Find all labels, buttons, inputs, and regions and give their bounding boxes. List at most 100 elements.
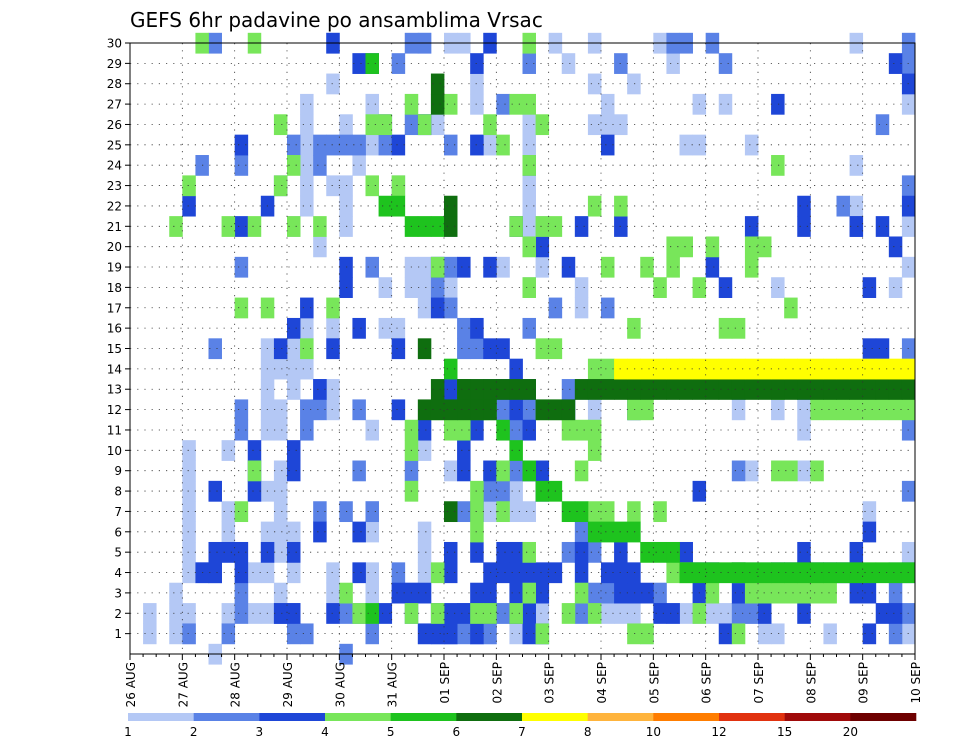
- y-tick-label: 5: [114, 546, 122, 560]
- heatmap-cell: [627, 317, 641, 339]
- heatmap-cell: [417, 521, 432, 543]
- heatmap-cell: [273, 603, 288, 624]
- heatmap-cell: [391, 195, 406, 217]
- heatmap-cell: [522, 155, 536, 176]
- heatmap-cell: [509, 93, 523, 115]
- heatmap-cell: [744, 460, 759, 482]
- heatmap-cell: [509, 460, 523, 482]
- legend-swatch: [325, 713, 391, 721]
- heatmap-cell: [627, 623, 641, 645]
- heatmap-cell: [430, 297, 445, 319]
- x-tick-label: 01 SEP: [438, 662, 452, 704]
- heatmap-cell: [862, 338, 877, 360]
- heatmap-cell: [457, 338, 471, 360]
- heatmap-cell: [718, 277, 733, 298]
- legend-swatch: [128, 713, 194, 721]
- y-tick-label: 20: [107, 240, 122, 254]
- heatmap-cell: [470, 134, 484, 156]
- heatmap-cell: [509, 603, 523, 624]
- heatmap-cell: [143, 623, 157, 645]
- heatmap-cell: [849, 358, 864, 380]
- heatmap-cell: [444, 379, 458, 400]
- heatmap-cell: [483, 480, 497, 502]
- legend-label: 4: [321, 725, 329, 739]
- x-tick-label: 10 SEP: [909, 662, 923, 704]
- heatmap-cell: [444, 134, 458, 156]
- heatmap-cell: [287, 521, 301, 543]
- heatmap-cell: [731, 603, 746, 624]
- y-tick-label: 3: [114, 586, 122, 600]
- heatmap-cell: [522, 399, 536, 421]
- heatmap-cell: [731, 582, 746, 604]
- heatmap-cell: [430, 399, 445, 421]
- heatmap-cell: [234, 582, 249, 604]
- heatmap-cell: [875, 338, 890, 360]
- heatmap-cell: [509, 419, 523, 441]
- y-tick-label: 10: [107, 444, 122, 458]
- heatmap-cell: [470, 419, 484, 441]
- heatmap-cell: [614, 603, 628, 624]
- heatmap-cell: [653, 582, 667, 604]
- heatmap-cell: [888, 603, 903, 624]
- heatmap-cell: [823, 562, 837, 584]
- heatmap-cell: [365, 93, 379, 115]
- heatmap-cell: [888, 623, 903, 645]
- heatmap-cell: [849, 541, 864, 563]
- heatmap-cell: [535, 460, 550, 482]
- heatmap-cell: [561, 399, 576, 421]
- heatmap-cell: [810, 582, 824, 604]
- heatmap-cell: [522, 562, 536, 584]
- heatmap-cell: [601, 134, 615, 156]
- legend-label: 10: [646, 725, 661, 739]
- heatmap-cell: [601, 114, 615, 136]
- heatmap-cell: [430, 216, 445, 237]
- heatmap-cell: [470, 379, 484, 400]
- heatmap-cell: [627, 603, 641, 624]
- y-tick-label: 11: [107, 423, 122, 437]
- y-tick-label: 30: [107, 37, 122, 51]
- heatmap-cell: [574, 379, 589, 400]
- heatmap-cell: [823, 582, 837, 604]
- heatmap-cell: [574, 297, 589, 319]
- heatmap-cell: [771, 93, 785, 115]
- heatmap-cell: [496, 256, 510, 278]
- heatmap-cell: [470, 480, 484, 502]
- heatmap-cell: [614, 53, 628, 74]
- heatmap-cell: [430, 114, 445, 136]
- heatmap-cell: [352, 562, 366, 584]
- heatmap-cell: [744, 236, 759, 258]
- heatmap-cell: [417, 256, 432, 278]
- heatmap-cell: [247, 440, 262, 461]
- heatmap-cell: [483, 562, 497, 584]
- heatmap-cell: [326, 134, 340, 156]
- heatmap-cell: [300, 155, 314, 176]
- heatmap-cell: [888, 379, 903, 400]
- heatmap-cell: [234, 297, 249, 319]
- y-tick-label: 25: [107, 138, 122, 152]
- heatmap-cell: [574, 460, 589, 482]
- heatmap-cell: [234, 562, 249, 584]
- heatmap-cell: [522, 175, 536, 197]
- heatmap-cell: [875, 216, 890, 237]
- heatmap-cell: [234, 216, 249, 237]
- heatmap-cell: [365, 603, 379, 624]
- heatmap-cell: [797, 582, 811, 604]
- heatmap-cell: [509, 480, 523, 502]
- heatmap-cell: [444, 297, 458, 319]
- heatmap-cell: [640, 358, 654, 380]
- heatmap-cell: [679, 541, 693, 563]
- heatmap-cell: [705, 236, 720, 258]
- heatmap-cell: [470, 338, 484, 360]
- heatmap-cell: [731, 623, 746, 645]
- legend-swatch: [193, 713, 260, 721]
- heatmap-cell: [444, 358, 458, 380]
- heatmap-cell: [509, 379, 523, 400]
- heatmap-cell: [273, 521, 288, 543]
- heatmap-cell: [731, 379, 746, 400]
- legend-swatch: [784, 713, 851, 721]
- heatmap-cell: [535, 480, 550, 502]
- heatmap-cell: [326, 338, 340, 360]
- heatmap-cell: [574, 419, 589, 441]
- heatmap-cell: [561, 379, 576, 400]
- heatmap-cell: [457, 603, 471, 624]
